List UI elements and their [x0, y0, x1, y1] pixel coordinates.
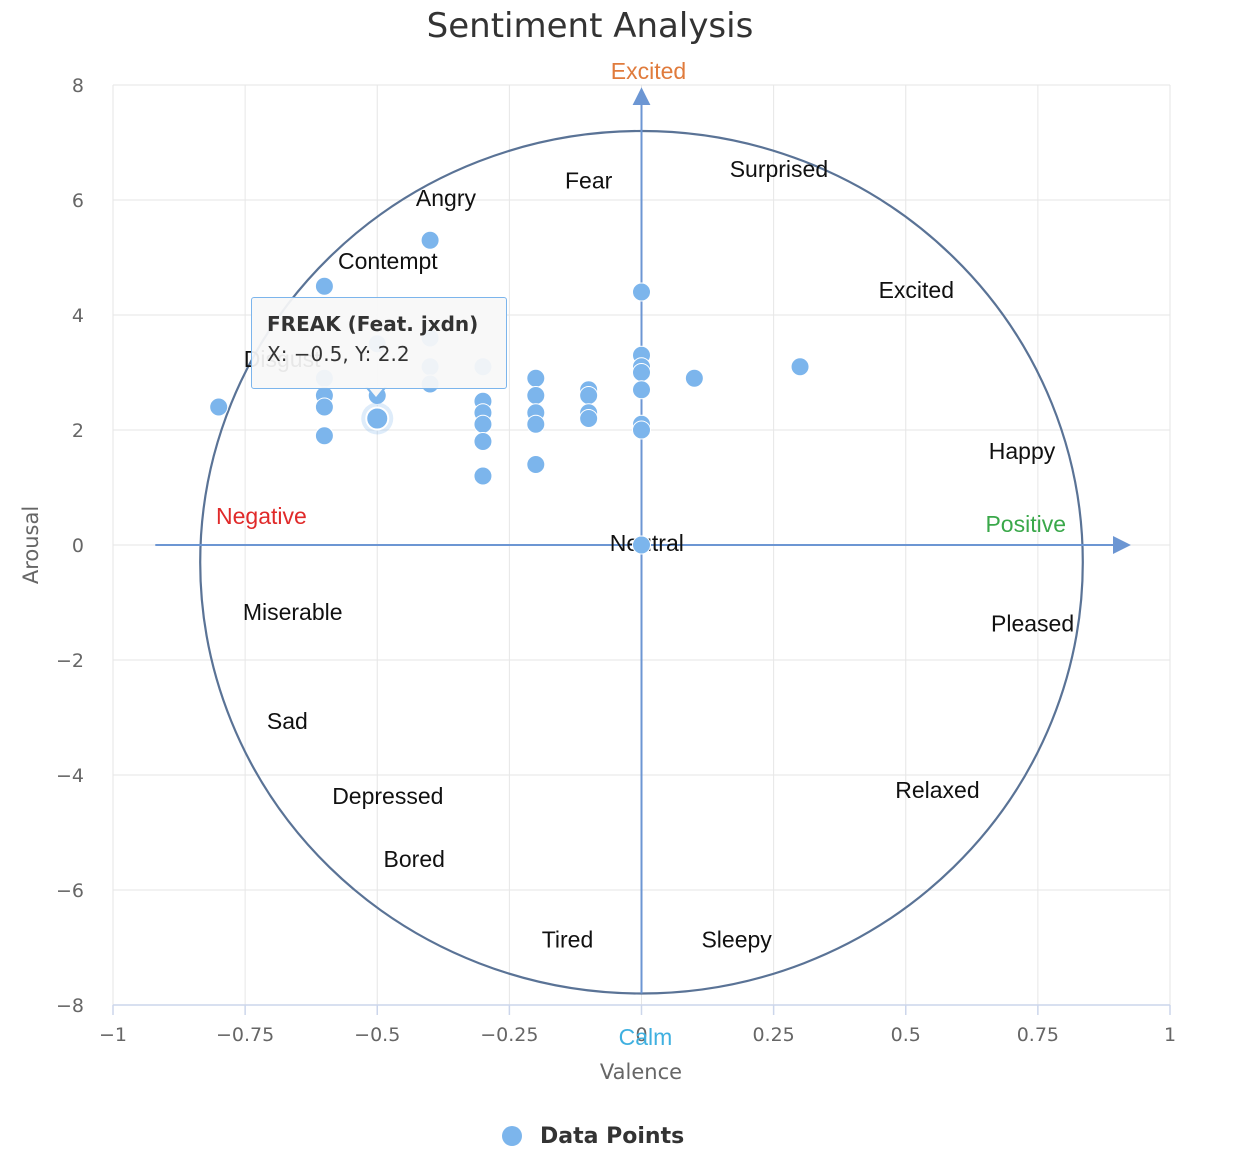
emotion-label: Surprised [730, 156, 828, 182]
data-point[interactable] [632, 535, 651, 555]
y-tick-label: 4 [72, 305, 84, 327]
data-point[interactable] [526, 368, 546, 388]
data-point[interactable] [314, 426, 334, 446]
tooltip-pointer-fill [367, 386, 385, 397]
x-tick-label: −0.5 [354, 1024, 400, 1046]
data-point[interactable] [632, 282, 651, 302]
emotion-label: Angry [416, 185, 477, 211]
data-point[interactable] [526, 414, 546, 434]
emotion-labels: SurprisedFearAngryContemptExcitedDisgust… [243, 156, 1074, 953]
data-point[interactable] [632, 420, 651, 440]
chart-title: Sentiment Analysis [427, 6, 754, 46]
y-tick-label: −8 [56, 995, 84, 1017]
y-axis-title: Arousal [19, 506, 43, 584]
emotion-label: Pleased [991, 610, 1074, 636]
emotion-label: Happy [989, 438, 1056, 464]
data-point[interactable] [526, 455, 546, 474]
x-tick-label: −0.75 [216, 1024, 274, 1046]
data-point[interactable] [209, 397, 229, 417]
x-tick-label: −1 [99, 1024, 127, 1046]
data-point[interactable] [579, 386, 599, 405]
legend-label: Data Points [540, 1123, 685, 1149]
emotion-label: Sleepy [701, 927, 772, 953]
x-axis-title: Valence [600, 1060, 682, 1084]
data-point[interactable] [684, 368, 704, 388]
data-point[interactable] [473, 466, 493, 486]
emotion-label: Contempt [338, 248, 438, 274]
emotion-label: Tired [542, 927, 594, 953]
x-tick-label: 0.75 [1017, 1024, 1059, 1046]
axis-label-top: Excited [611, 58, 686, 84]
x-tick-label: 0.5 [891, 1024, 921, 1046]
x-tick-label: 0.25 [752, 1024, 794, 1046]
y-tick-label: 0 [72, 535, 84, 557]
tooltip-title: FREAK (Feat. jxdn) [267, 312, 479, 336]
data-point[interactable] [526, 386, 546, 405]
emotion-label: Sad [267, 708, 308, 734]
emotion-label: Miserable [243, 599, 343, 625]
emotion-label: Excited [879, 277, 954, 303]
y-tick-label: −6 [56, 880, 84, 902]
data-point[interactable] [473, 414, 493, 434]
data-point[interactable] [790, 357, 810, 377]
axis-label-right: Positive [985, 511, 1066, 537]
emotion-label: Fear [565, 168, 613, 194]
data-point[interactable] [473, 432, 493, 451]
data-point[interactable] [632, 363, 651, 382]
emotion-label: Relaxed [895, 777, 979, 803]
tooltip-coordinates: X: −0.5, Y: 2.2 [267, 342, 410, 366]
data-point[interactable] [314, 397, 334, 417]
data-point[interactable] [420, 230, 440, 250]
data-point[interactable] [632, 380, 651, 400]
legend[interactable]: Data Points [502, 1120, 684, 1152]
emotion-label: Depressed [332, 783, 443, 809]
legend-marker-icon [502, 1126, 522, 1146]
y-tick-label: −4 [56, 765, 84, 787]
x-tick-label: 1 [1164, 1024, 1176, 1046]
y-tick-label: −2 [56, 650, 84, 672]
x-tick-labels: −1 −0.75 −0.5 −0.25 0 0.25 0.5 0.75 1 [99, 1005, 1176, 1046]
y-tick-labels: 8 6 4 2 0 −2 −4 −6 −8 [56, 75, 84, 1017]
emotion-label: Bored [384, 846, 445, 872]
y-tick-label: 8 [72, 75, 84, 97]
data-point[interactable] [314, 276, 334, 296]
y-tick-label: 2 [72, 420, 84, 442]
data-point[interactable] [579, 409, 599, 428]
x-tick-label: −0.25 [480, 1024, 538, 1046]
x-tick-label: 0 [635, 1024, 647, 1046]
point-tooltip: FREAK (Feat. jxdn) X: −0.5, Y: 2.2 [251, 297, 507, 389]
axis-label-bottom: Calm [619, 1024, 673, 1050]
axis-label-left: Negative [216, 503, 307, 529]
highlighted-data-point[interactable] [365, 406, 390, 431]
y-tick-label: 6 [72, 190, 84, 212]
